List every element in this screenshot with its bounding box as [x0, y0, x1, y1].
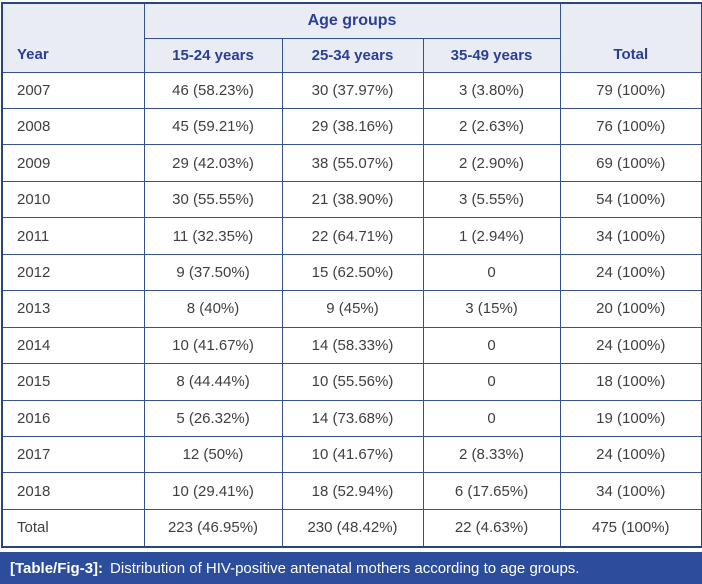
- data-cell: 0: [422, 326, 561, 365]
- col-header-15-24-years: 15-24 years: [143, 37, 283, 73]
- data-cell: 3 (15%): [422, 290, 561, 328]
- table-row: Total 223 (46.95%) 230 (48.42%) 22 (4.63%) 4…: [1, 508, 702, 548]
- data-cell: 45 (59.21%): [143, 107, 283, 146]
- data-cell: 9 (37.50%): [143, 253, 283, 292]
- data-cell: 10 (29.41%): [143, 472, 283, 510]
- col-header-35-49-years: 35-49 years: [422, 37, 561, 73]
- table-body: 2007 46 (58.23%) 30 (37.97%) 3 (3.80%) 79 (1…: [1, 71, 702, 548]
- data-cell: 29 (38.16%): [281, 107, 424, 146]
- data-cell: 10 (41.67%): [281, 436, 424, 474]
- figure-caption-label: [Table/Fig-3]:: [10, 559, 104, 577]
- data-cell: 14 (73.68%): [281, 399, 424, 438]
- year-cell: 2007: [1, 71, 145, 109]
- data-cell: 22 (64.71%): [281, 217, 424, 255]
- data-cell: 30 (55.55%): [143, 180, 283, 219]
- data-cell: 2 (8.33%): [422, 436, 561, 474]
- year-cell: 2017: [1, 436, 145, 474]
- data-cell: 8 (40%): [143, 290, 283, 328]
- data-cell: 24 (100%): [559, 253, 702, 292]
- data-cell: 54 (100%): [559, 180, 702, 219]
- table-row: 2008 45 (59.21%) 29 (38.16%) 2 (2.63%) 76 (1…: [1, 107, 702, 146]
- data-cell: 18 (52.94%): [281, 472, 424, 510]
- table-row: 2018 10 (29.41%) 18 (52.94%) 6 (17.65%) 34 (…: [1, 472, 702, 510]
- table-row: 2013 8 (40%) 9 (45%) 3 (15%) 20 (100%): [1, 290, 702, 328]
- year-cell: 2015: [1, 363, 145, 401]
- year-cell: 2011: [1, 217, 145, 255]
- table-header: Year Age groups Total 15-24 years 25-34 …: [1, 2, 702, 73]
- data-cell: 30 (37.97%): [281, 71, 424, 109]
- col-header-total: Total: [559, 2, 702, 73]
- table-row: 2011 11 (32.35%) 22 (64.71%) 1 (2.94%) 34 (1…: [1, 217, 702, 255]
- table-row: 2014 10 (41.67%) 14 (58.33%) 0 24 (100%): [1, 326, 702, 365]
- data-cell: 0: [422, 399, 561, 438]
- figure-caption: [Table/Fig-3]: Distribution of HIV-posit…: [0, 552, 702, 584]
- data-cell: 20 (100%): [559, 290, 702, 328]
- data-cell: 79 (100%): [559, 71, 702, 109]
- data-table: Year Age groups Total 15-24 years 25-34 …: [1, 2, 702, 548]
- header-row-group: Year Age groups Total: [1, 2, 702, 73]
- data-cell: 10 (55.56%): [281, 363, 424, 401]
- data-cell: 475 (100%): [559, 508, 702, 548]
- data-cell: 12 (50%): [143, 436, 283, 474]
- data-cell: 15 (62.50%): [281, 253, 424, 292]
- data-cell: 14 (58.33%): [281, 326, 424, 365]
- data-cell: 0: [422, 363, 561, 401]
- data-cell: 46 (58.23%): [143, 71, 283, 109]
- year-cell: 2016: [1, 399, 145, 438]
- data-cell: 19 (100%): [559, 399, 702, 438]
- data-cell: 11 (32.35%): [143, 217, 283, 255]
- table-row: 2016 5 (26.32%) 14 (73.68%) 0 19 (100%): [1, 399, 702, 438]
- table-row: 2007 46 (58.23%) 30 (37.97%) 3 (3.80%) 79 (1…: [1, 71, 702, 109]
- data-cell: 76 (100%): [559, 107, 702, 146]
- data-cell: 22 (4.63%): [422, 508, 561, 548]
- year-cell: 2008: [1, 107, 145, 146]
- year-cell: 2014: [1, 326, 145, 365]
- table-row: 2010 30 (55.55%) 21 (38.90%) 3 (5.55%) 54 (1…: [1, 180, 702, 219]
- col-header-year: Year: [1, 2, 145, 73]
- col-header-age-groups: Age groups: [143, 2, 561, 39]
- data-cell: 1 (2.94%): [422, 217, 561, 255]
- data-cell: 230 (48.42%): [281, 508, 424, 548]
- data-cell: 2 (2.90%): [422, 144, 561, 182]
- data-cell: 18 (100%): [559, 363, 702, 401]
- data-cell: 8 (44.44%): [143, 363, 283, 401]
- data-cell: 0: [422, 253, 561, 292]
- data-cell: 10 (41.67%): [143, 326, 283, 365]
- data-cell: 3 (5.55%): [422, 180, 561, 219]
- data-cell: 24 (100%): [559, 436, 702, 474]
- data-cell: 6 (17.65%): [422, 472, 561, 510]
- year-cell: 2018: [1, 472, 145, 510]
- col-header-25-34-years: 25-34 years: [281, 37, 424, 73]
- data-cell: 29 (42.03%): [143, 144, 283, 182]
- data-cell: 69 (100%): [559, 144, 702, 182]
- year-cell: 2012: [1, 253, 145, 292]
- data-cell: 2 (2.63%): [422, 107, 561, 146]
- year-cell: Total: [1, 508, 145, 548]
- figure-caption-text: Distribution of HIV-positive antenatal m…: [110, 559, 580, 577]
- data-cell: 9 (45%): [281, 290, 424, 328]
- data-cell: 5 (26.32%): [143, 399, 283, 438]
- data-cell: 34 (100%): [559, 472, 702, 510]
- data-cell: 3 (3.80%): [422, 71, 561, 109]
- data-cell: 223 (46.95%): [143, 508, 283, 548]
- data-cell: 24 (100%): [559, 326, 702, 365]
- table-row: 2015 8 (44.44%) 10 (55.56%) 0 18 (100%): [1, 363, 702, 401]
- table-row: 2017 12 (50%) 10 (41.67%) 2 (8.33%) 24 (100%…: [1, 436, 702, 474]
- table-row: 2009 29 (42.03%) 38 (55.07%) 2 (2.90%) 69 (1…: [1, 144, 702, 182]
- year-cell: 2009: [1, 144, 145, 182]
- year-cell: 2013: [1, 290, 145, 328]
- header-row-subgroups: 15-24 years 25-34 years 35-49 years: [2, 37, 702, 73]
- data-cell: 21 (38.90%): [281, 180, 424, 219]
- year-cell: 2010: [1, 180, 145, 219]
- table-row: 2012 9 (37.50%) 15 (62.50%) 0 24 (100%): [1, 253, 702, 292]
- data-cell: 38 (55.07%): [281, 144, 424, 182]
- data-cell: 34 (100%): [559, 217, 702, 255]
